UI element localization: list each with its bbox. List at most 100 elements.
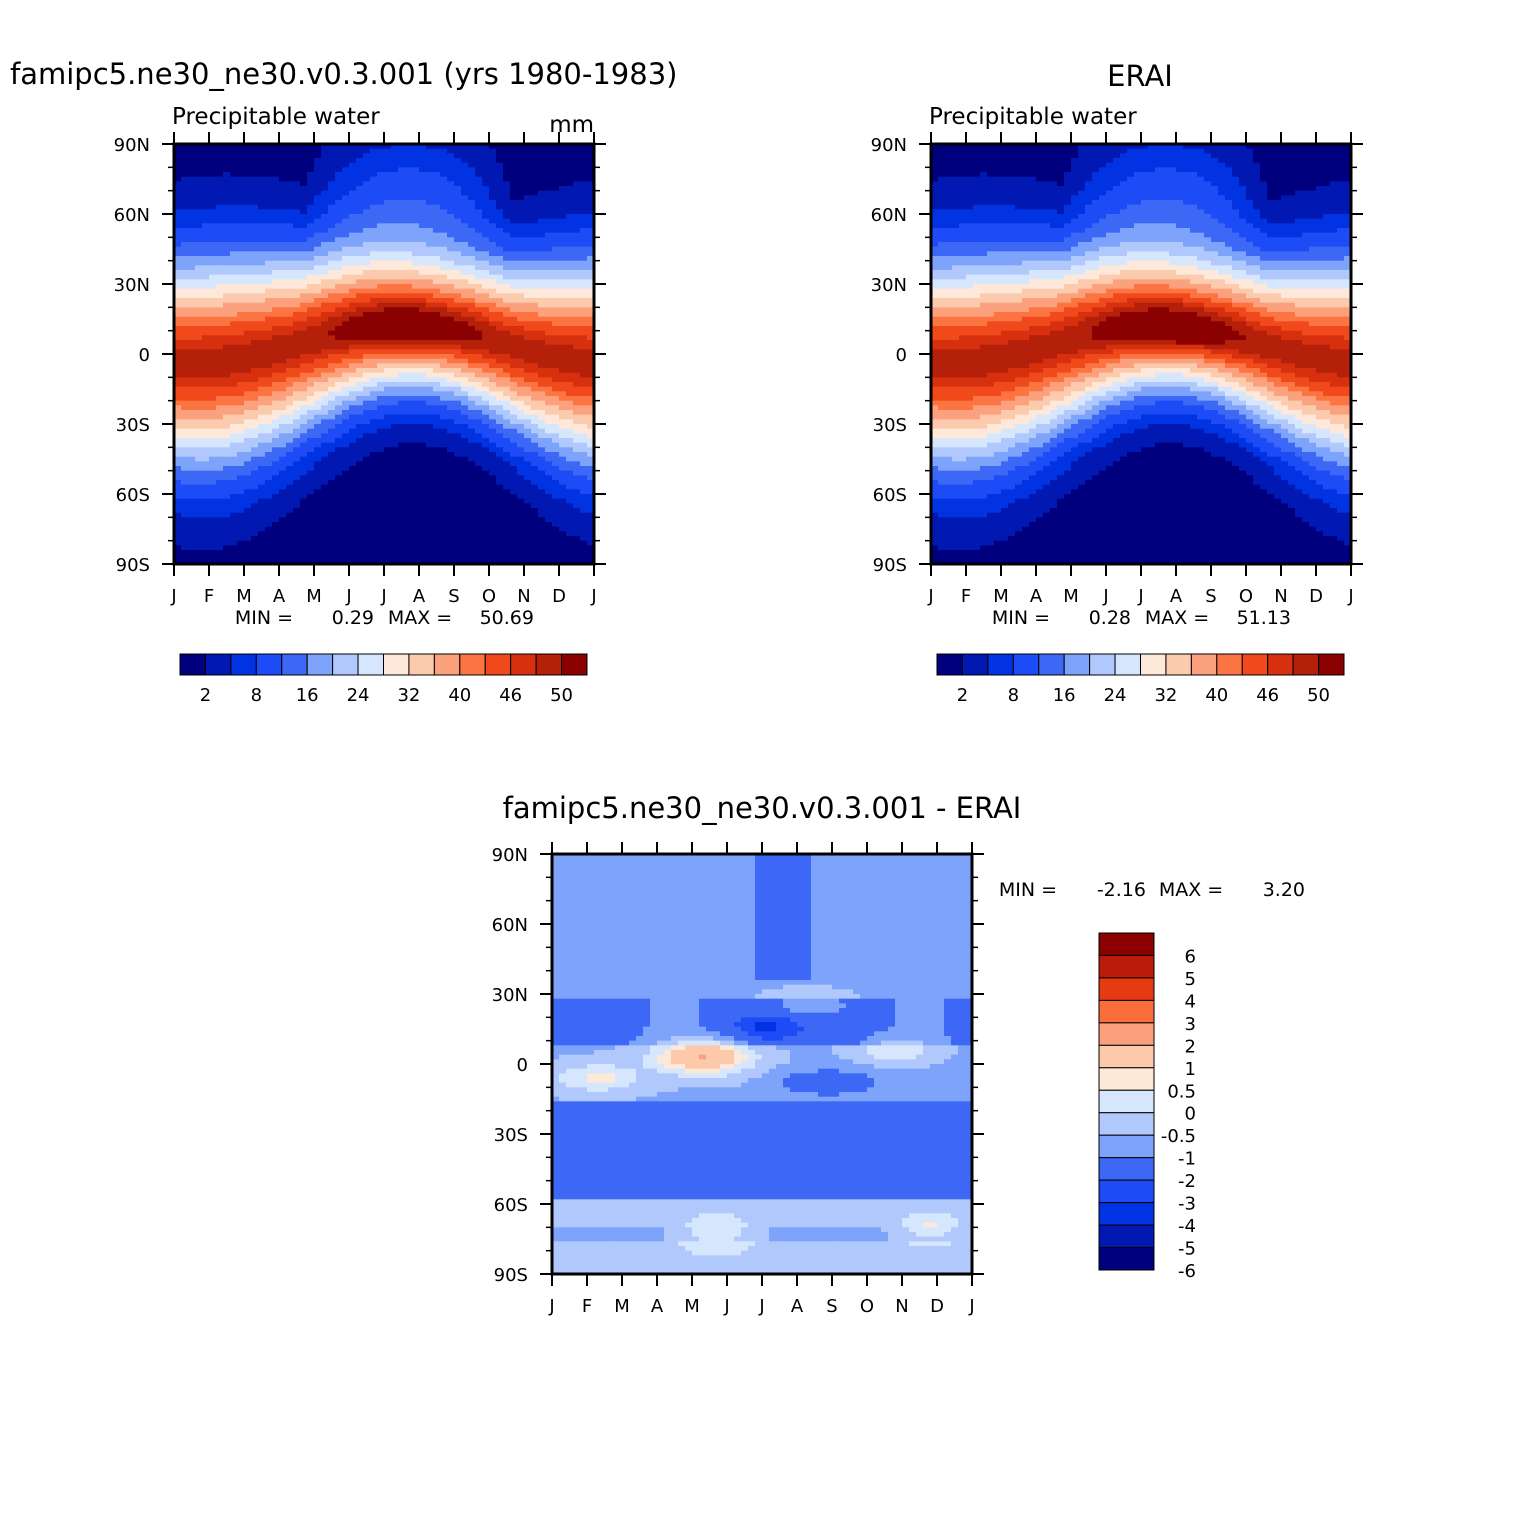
model-cell: [405, 307, 413, 312]
model-cell: [286, 293, 294, 298]
model-cell: [286, 149, 294, 154]
model-cell: [419, 317, 427, 322]
model-cell: [573, 163, 581, 168]
model-cell: [405, 261, 413, 266]
model-cell: [230, 251, 238, 256]
model-cell: [517, 149, 525, 154]
model-cell: [524, 247, 532, 252]
model-cell: [503, 261, 511, 266]
model-cell: [216, 293, 224, 298]
model-cell: [209, 256, 217, 261]
model-cell: [531, 163, 539, 168]
model-cell: [433, 158, 441, 163]
model-cell: [342, 153, 350, 158]
model-cell: [545, 265, 553, 270]
model-cell: [405, 163, 413, 168]
model-cell: [531, 289, 539, 294]
model-cell: [202, 219, 210, 224]
model-cell: [461, 256, 469, 261]
model-cell: [314, 219, 322, 224]
model-cell: [363, 237, 371, 242]
model-cell: [440, 303, 448, 308]
model-cell: [279, 265, 287, 270]
model-cell: [265, 275, 273, 280]
model-cell: [244, 284, 252, 289]
model-cell: [573, 298, 581, 303]
model-cell: [524, 149, 532, 154]
model-cell: [412, 172, 420, 177]
model-cell: [440, 312, 448, 317]
model-cell: [307, 158, 315, 163]
model-cell: [202, 167, 210, 172]
model-cell: [468, 289, 476, 294]
model-cell: [188, 167, 196, 172]
model-cell: [279, 307, 287, 312]
model-cell: [538, 251, 546, 256]
model-cell: [349, 307, 357, 312]
model-cell: [531, 237, 539, 242]
model-cell: [573, 223, 581, 228]
model-cell: [398, 237, 406, 242]
model-cell: [286, 191, 294, 196]
model-cell: [419, 172, 427, 177]
model-cell: [566, 228, 574, 233]
model-cell: [412, 209, 420, 214]
model-cell: [545, 242, 553, 247]
model-cell: [223, 172, 231, 177]
model-cell: [307, 237, 315, 242]
panel-model-field-label: Precipitable water: [172, 104, 380, 130]
model-cell: [258, 191, 266, 196]
model-cell: [307, 163, 315, 168]
model-cell: [258, 233, 266, 238]
model-cell: [440, 209, 448, 214]
model-cell: [510, 167, 518, 172]
model-cell: [510, 270, 518, 275]
model-cell: [314, 149, 322, 154]
model-cell: [461, 251, 469, 256]
model-cell: [279, 191, 287, 196]
model-cell: [258, 163, 266, 168]
model-cell: [412, 200, 420, 205]
model-cell: [510, 275, 518, 280]
model-cell: [216, 195, 224, 200]
model-cell: [307, 251, 315, 256]
model-cell: [517, 307, 525, 312]
model-cell: [398, 186, 406, 191]
model-cell: [342, 284, 350, 289]
model-cell: [202, 149, 210, 154]
model-cell: [580, 303, 588, 308]
model-cell: [349, 242, 357, 247]
model-cell: [391, 233, 399, 238]
model-cell: [209, 247, 217, 252]
model-cell: [230, 158, 238, 163]
model-cell: [405, 149, 413, 154]
model-cell: [307, 303, 315, 308]
model-cell: [202, 153, 210, 158]
model-cell: [531, 279, 539, 284]
model-cell: [454, 256, 462, 261]
model-cell: [419, 303, 427, 308]
model-cell: [265, 289, 273, 294]
model-cell: [545, 261, 553, 266]
model-cell: [377, 149, 385, 154]
model-cell: [524, 298, 532, 303]
model-cell: [405, 242, 413, 247]
model-cell: [321, 256, 329, 261]
model-cell: [286, 186, 294, 191]
model-cell: [370, 163, 378, 168]
model-cell: [181, 233, 189, 238]
model-cell: [237, 172, 245, 177]
model-cell: [237, 312, 245, 317]
model-cell: [461, 167, 469, 172]
model-cell: [209, 167, 217, 172]
model-cell: [475, 167, 483, 172]
model-cell: [454, 270, 462, 275]
model-cell: [440, 284, 448, 289]
model-cell: [209, 158, 217, 163]
model-cell: [566, 261, 574, 266]
model-cell: [300, 251, 308, 256]
model-cell: [181, 242, 189, 247]
model-cell: [335, 195, 343, 200]
model-cell: [181, 195, 189, 200]
model-cell: [517, 312, 525, 317]
